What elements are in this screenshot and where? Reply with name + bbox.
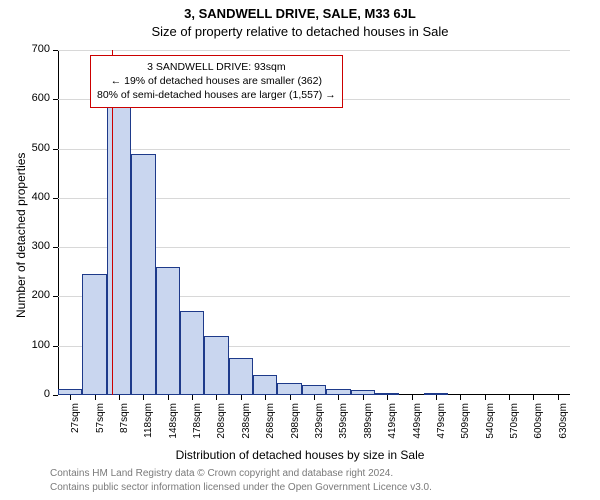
callout-line: 80% of semi-detached houses are larger (…: [97, 88, 336, 102]
ytick-mark: [53, 346, 58, 347]
xtick-label: 238sqm: [241, 403, 252, 447]
ytick-mark: [53, 50, 58, 51]
gridline: [58, 149, 570, 150]
ytick-mark: [53, 296, 58, 297]
xtick-mark: [168, 395, 169, 400]
histogram-bar: [302, 385, 326, 395]
callout-line: ← 19% of detached houses are smaller (36…: [97, 74, 336, 88]
xtick-mark: [509, 395, 510, 400]
ytick-label: 500: [24, 142, 50, 154]
ytick-label: 700: [24, 43, 50, 55]
xtick-mark: [412, 395, 413, 400]
ytick-label: 200: [24, 289, 50, 301]
xtick-mark: [70, 395, 71, 400]
xtick-label: 118sqm: [143, 403, 154, 447]
xtick-mark: [119, 395, 120, 400]
xtick-label: 509sqm: [460, 403, 471, 447]
gridline: [58, 50, 570, 51]
xtick-label: 87sqm: [119, 403, 130, 447]
x-axis-label: Distribution of detached houses by size …: [0, 448, 600, 462]
histogram-bar: [253, 375, 277, 395]
xtick-label: 479sqm: [436, 403, 447, 447]
histogram-bar: [107, 102, 131, 395]
xtick-label: 449sqm: [412, 403, 423, 447]
xtick-mark: [533, 395, 534, 400]
ytick-mark: [53, 149, 58, 150]
chart-title-main: 3, SANDWELL DRIVE, SALE, M33 6JL: [0, 6, 600, 21]
ytick-label: 300: [24, 240, 50, 252]
xtick-mark: [485, 395, 486, 400]
xtick-mark: [363, 395, 364, 400]
xtick-mark: [558, 395, 559, 400]
xtick-mark: [290, 395, 291, 400]
xtick-mark: [95, 395, 96, 400]
xtick-mark: [460, 395, 461, 400]
footer-line-1: Contains HM Land Registry data © Crown c…: [50, 468, 393, 479]
ytick-label: 400: [24, 191, 50, 203]
xtick-label: 57sqm: [95, 403, 106, 447]
histogram-bar: [82, 274, 106, 395]
histogram-bar: [156, 267, 180, 395]
xtick-label: 630sqm: [558, 403, 569, 447]
xtick-mark: [314, 395, 315, 400]
xtick-label: 540sqm: [485, 403, 496, 447]
xtick-label: 600sqm: [533, 403, 544, 447]
xtick-mark: [387, 395, 388, 400]
xtick-mark: [143, 395, 144, 400]
xtick-label: 359sqm: [338, 403, 349, 447]
xtick-label: 148sqm: [168, 403, 179, 447]
xtick-label: 298sqm: [290, 403, 301, 447]
xtick-label: 419sqm: [387, 403, 398, 447]
histogram-bar: [180, 311, 204, 395]
ytick-label: 100: [24, 339, 50, 351]
ytick-mark: [53, 99, 58, 100]
xtick-mark: [436, 395, 437, 400]
xtick-mark: [192, 395, 193, 400]
ytick-mark: [53, 395, 58, 396]
xtick-mark: [338, 395, 339, 400]
xtick-label: 389sqm: [363, 403, 374, 447]
xtick-mark: [216, 395, 217, 400]
callout-line: 3 SANDWELL DRIVE: 93sqm: [97, 60, 336, 74]
xtick-mark: [265, 395, 266, 400]
xtick-label: 178sqm: [192, 403, 203, 447]
xtick-label: 570sqm: [509, 403, 520, 447]
ytick-label: 0: [24, 388, 50, 400]
xtick-label: 208sqm: [216, 403, 227, 447]
ytick-label: 600: [24, 92, 50, 104]
histogram-bar: [131, 154, 155, 396]
callout-box: 3 SANDWELL DRIVE: 93sqm← 19% of detached…: [90, 55, 343, 108]
footer-line-2: Contains public sector information licen…: [50, 482, 432, 493]
ytick-mark: [53, 247, 58, 248]
ytick-mark: [53, 198, 58, 199]
xtick-label: 268sqm: [265, 403, 276, 447]
histogram-bar: [277, 383, 301, 395]
xtick-label: 27sqm: [70, 403, 81, 447]
chart-title-sub: Size of property relative to detached ho…: [0, 24, 600, 39]
histogram-bar: [229, 358, 253, 395]
xtick-mark: [241, 395, 242, 400]
histogram-bar: [204, 336, 228, 395]
xtick-label: 329sqm: [314, 403, 325, 447]
chart-container: { "titles": { "main": "3, SANDWELL DRIVE…: [0, 0, 600, 500]
